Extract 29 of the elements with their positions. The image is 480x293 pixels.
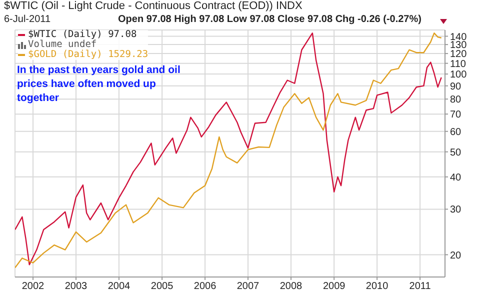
y-tick-label: 30 (450, 204, 462, 216)
x-tick-label: 2006 (194, 281, 217, 292)
y-tick-label: 80 (450, 94, 462, 106)
x-tick-label: 2009 (322, 281, 346, 292)
y-tick-label: 120 (450, 49, 468, 60)
annotation: Volume undef (27, 39, 97, 50)
x-tick-label: 2004 (108, 281, 131, 292)
text: Open 97.08 High 97.08 Low 97.08 Close 97.08 Chg -0.26 (-0.27%) (118, 14, 422, 25)
y-tick-label: 70 (450, 110, 462, 121)
y-tick-label: 110 (450, 58, 466, 70)
y-tick-label: 100 (450, 70, 468, 81)
x-tick-label: 2005 (150, 281, 174, 292)
y-tick-label: 90 (450, 81, 462, 92)
chart-title: $WTIC (Oil - Light Crude - Continuous Contract (EOD)) INDX (4, 0, 302, 12)
legend-label: $WTIC (Daily) 97.08 (27, 29, 138, 40)
y-tick-label: 130 (450, 40, 468, 52)
x-tick-label: 2010 (366, 281, 389, 292)
x-tick-label: 2008 (280, 281, 303, 292)
x-tick-label: 2007 (236, 281, 260, 292)
y-tick-label: 50 (450, 147, 462, 158)
y-tick-label: 20 (450, 250, 462, 262)
x-tick-label: 2011 (409, 281, 432, 292)
legend-label: $GOLD (Daily) 1529.23 (27, 49, 148, 60)
annotation: In the past ten years gold and oil prices have often moved up together (17, 63, 182, 105)
y-tick-label: 60 (450, 126, 462, 138)
chart-subtitle: 6-Jul-2011 (4, 14, 51, 25)
x-tick-label: 2002 (22, 281, 45, 292)
y-tick-label: 40 (450, 172, 462, 184)
x-tick-label: 2003 (64, 281, 88, 292)
